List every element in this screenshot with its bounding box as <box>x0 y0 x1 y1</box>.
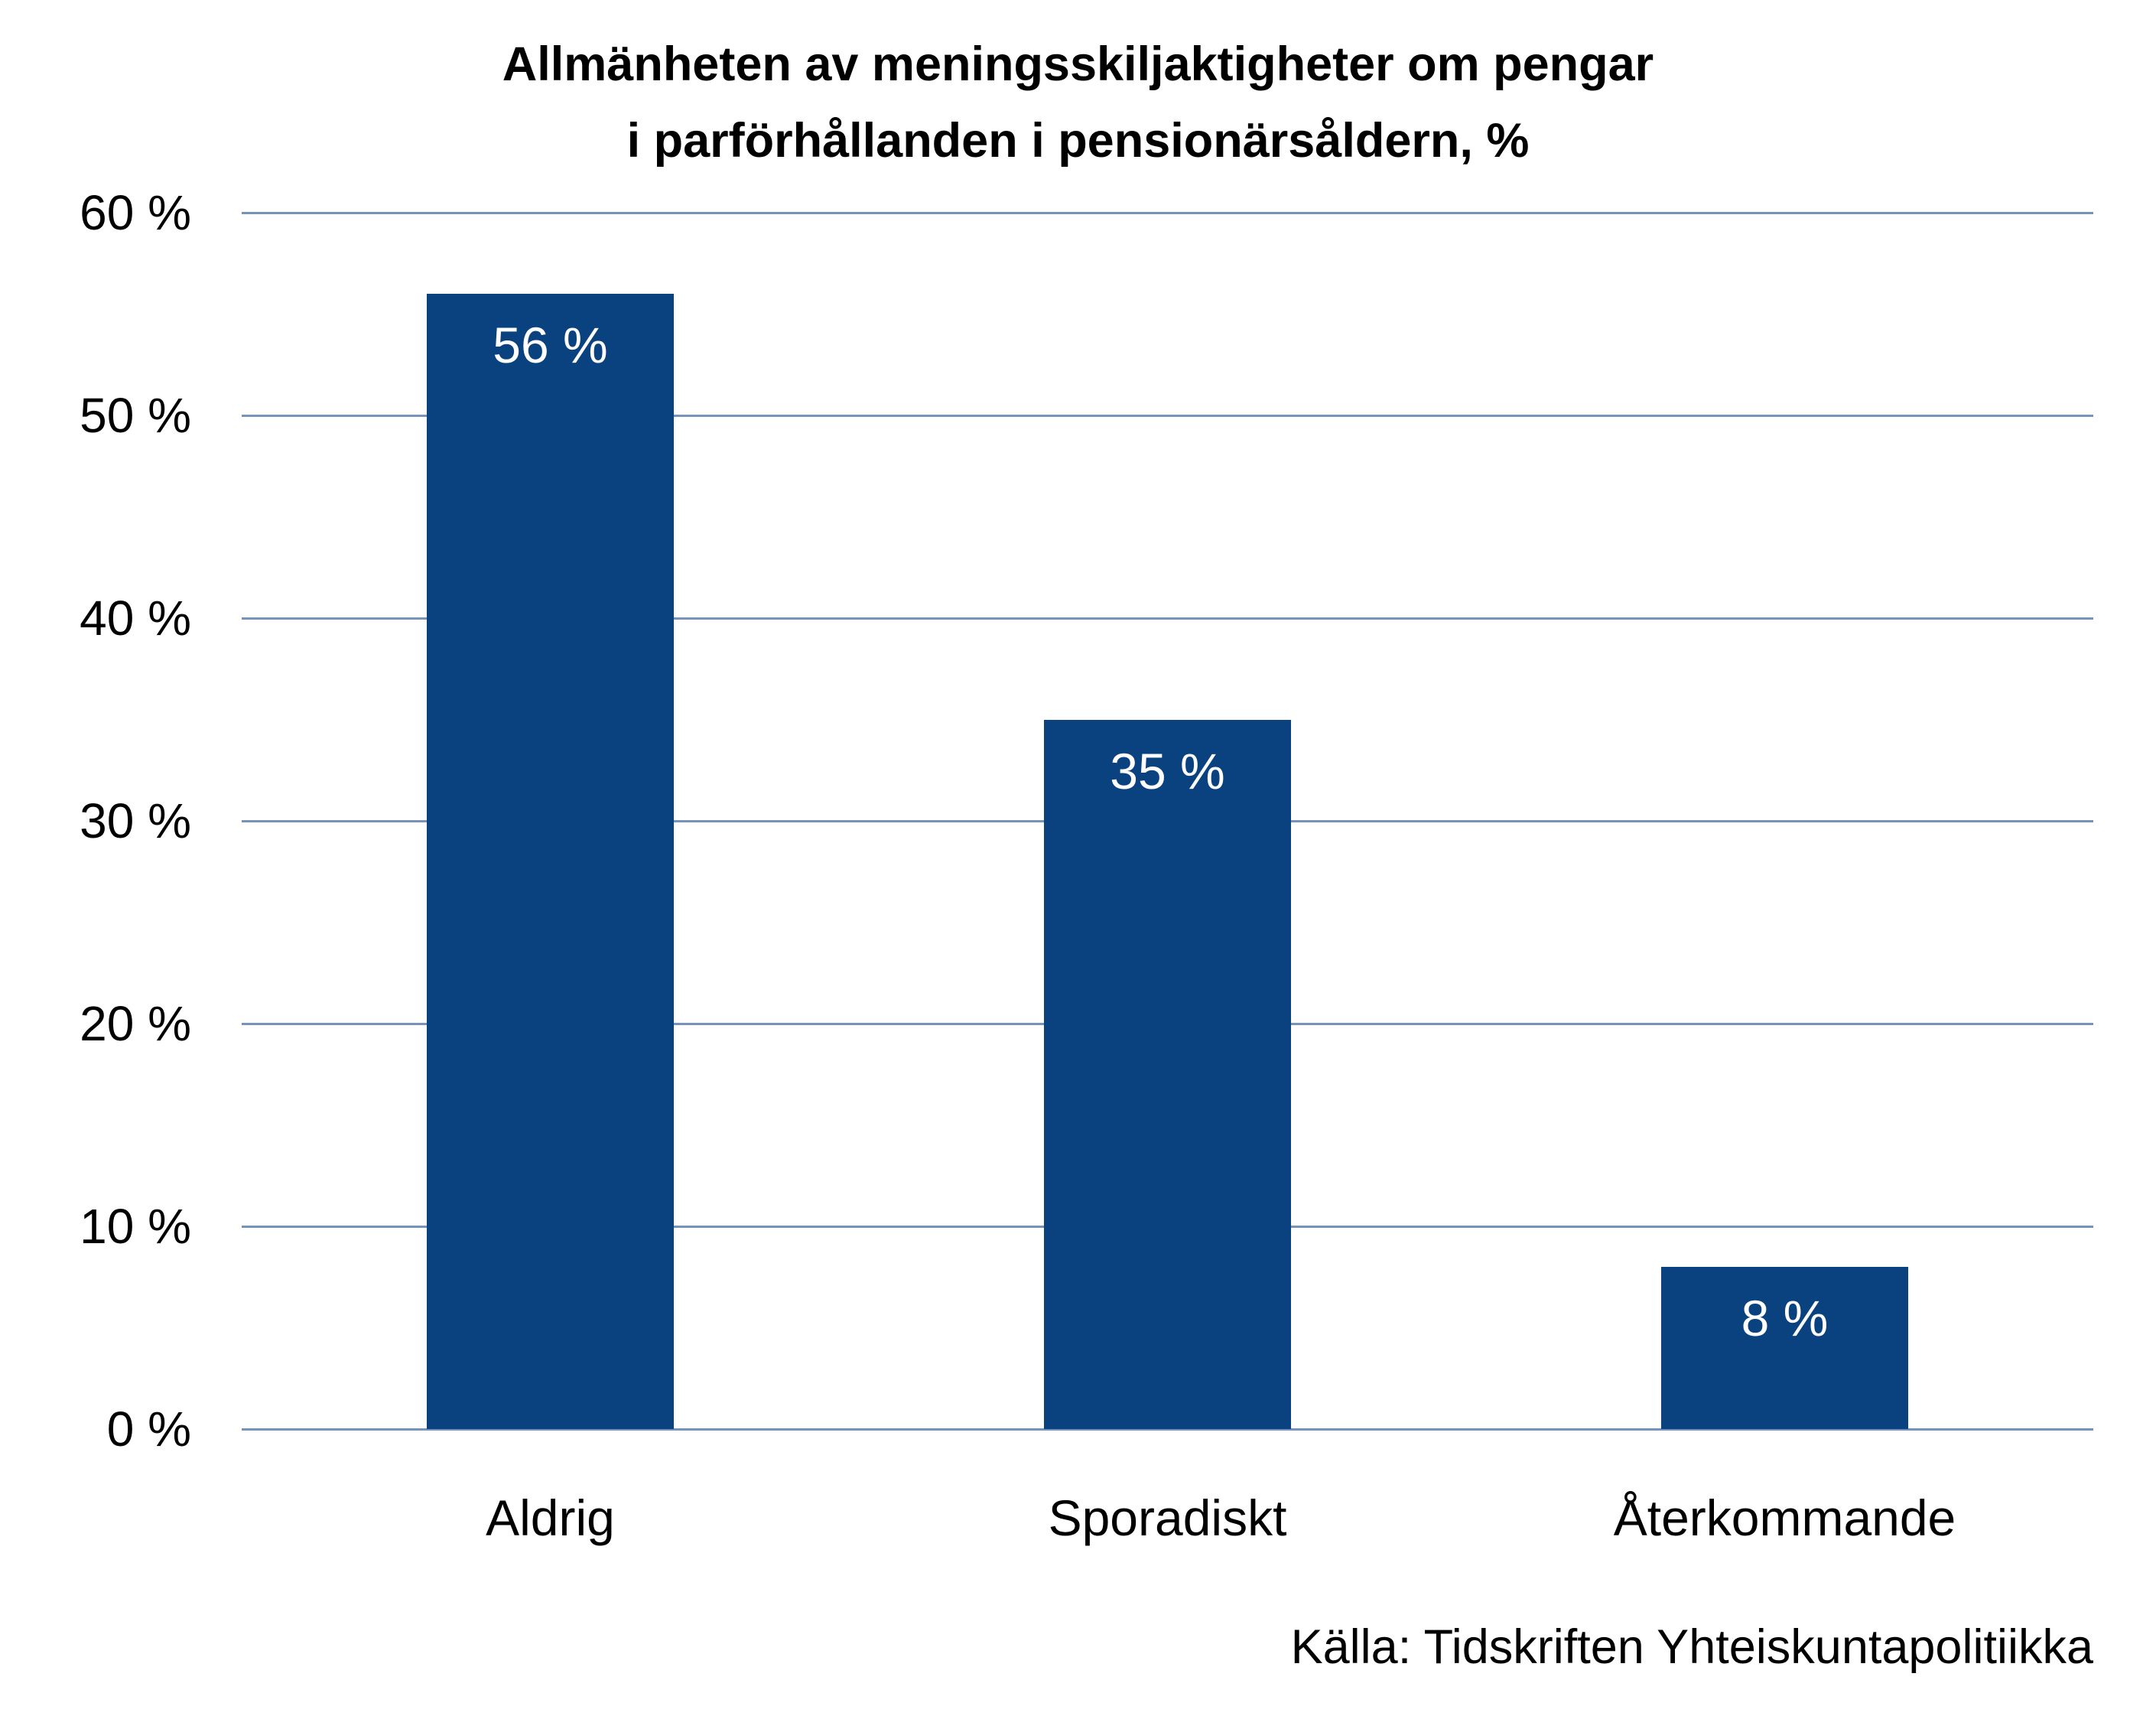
chart-title-line2: i parförhållanden i pensionärsåldern, % <box>626 114 1530 168</box>
y-axis-tick-label: 40 % <box>80 591 191 646</box>
gridline <box>242 211 2093 214</box>
bar: 35 % <box>1044 719 1291 1429</box>
chart-title: Allmänheten av meningsskiljaktigheter om… <box>0 26 2156 179</box>
bar: 8 % <box>1661 1267 1908 1429</box>
bar-value-label: 56 % <box>493 317 608 373</box>
gridline <box>242 1428 2093 1431</box>
y-axis-tick-label: 30 % <box>80 793 191 848</box>
source-caption: Källa: Tidskriften Yhteiskuntapolitiikka <box>1290 1620 2093 1674</box>
bar-value-label: 8 % <box>1741 1290 1829 1346</box>
y-axis-tick-label: 10 % <box>80 1199 191 1254</box>
x-axis-category-label: Sporadiskt <box>1048 1489 1287 1546</box>
bar-value-label: 35 % <box>1110 742 1225 799</box>
y-axis-tick-label: 20 % <box>80 996 191 1051</box>
y-axis-tick-label: 0 % <box>106 1402 191 1457</box>
x-axis-category-label: Återkommande <box>1613 1489 1956 1546</box>
y-axis-tick-label: 60 % <box>80 185 191 240</box>
y-axis-tick-label: 50 % <box>80 388 191 443</box>
gridline <box>242 414 2093 417</box>
gridline <box>242 617 2093 620</box>
chart-title-line1: Allmänheten av meningsskiljaktigheter om… <box>502 37 1654 91</box>
bar: 56 % <box>427 294 674 1429</box>
x-axis-category-label: Aldrig <box>486 1489 615 1546</box>
